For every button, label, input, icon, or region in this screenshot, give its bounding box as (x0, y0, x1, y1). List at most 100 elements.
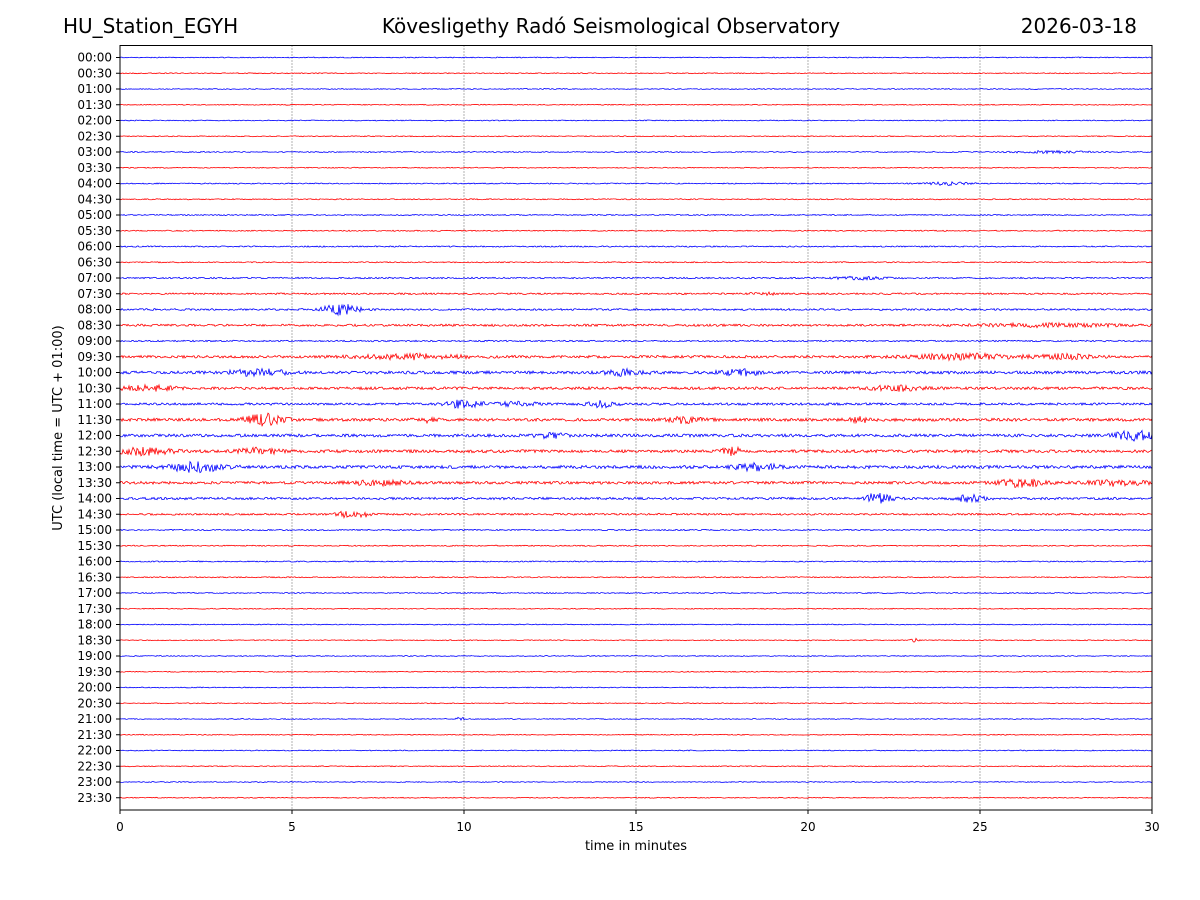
trace-07:00 (119, 275, 1153, 281)
trace-04:30 (119, 198, 1153, 201)
row-label-03:30: 03:30 (77, 161, 112, 175)
trace-03:30 (119, 166, 1153, 169)
row-label-16:30: 16:30 (77, 570, 112, 584)
row-label-12:00: 12:00 (77, 429, 112, 443)
row-label-17:00: 17:00 (77, 586, 112, 600)
row-label-11:30: 11:30 (77, 413, 112, 427)
row-label-19:00: 19:00 (77, 649, 112, 663)
trace-09:00 (119, 339, 1153, 343)
row-label-14:30: 14:30 (77, 507, 112, 521)
trace-20:30 (119, 702, 1153, 705)
trace-00:00 (119, 56, 1153, 59)
trace-23:30 (119, 796, 1153, 799)
row-label-10:30: 10:30 (77, 381, 112, 395)
x-tick-label-15: 15 (628, 820, 643, 834)
row-label-08:00: 08:00 (77, 303, 112, 317)
row-label-05:00: 05:00 (77, 208, 112, 222)
trace-11:00 (119, 399, 1153, 409)
row-label-06:30: 06:30 (77, 255, 112, 269)
row-label-07:30: 07:30 (77, 287, 112, 301)
trace-group (119, 56, 1153, 799)
x-tick-label-0: 0 (116, 820, 124, 834)
row-label-05:30: 05:30 (77, 224, 112, 238)
trace-10:30 (119, 383, 1153, 393)
row-label-11:00: 11:00 (77, 397, 112, 411)
row-label-22:30: 22:30 (77, 759, 112, 773)
trace-20:00 (119, 686, 1153, 689)
x-tick-label-5: 5 (288, 820, 296, 834)
trace-17:00 (119, 591, 1153, 595)
observatory-title: Kövesligethy Radó Seismological Observat… (381, 14, 841, 38)
grid-lines (291, 45, 981, 810)
trace-17:30 (120, 607, 1153, 610)
row-label-09:30: 09:30 (77, 350, 112, 364)
trace-14:30 (119, 510, 1153, 520)
trace-19:00 (119, 655, 1153, 657)
trace-14:00 (119, 493, 1153, 504)
row-label-12:30: 12:30 (77, 444, 112, 458)
row-label-23:00: 23:00 (77, 775, 112, 789)
trace-12:30 (119, 445, 1153, 457)
row-label-22:00: 22:00 (77, 744, 112, 758)
row-label-00:30: 00:30 (77, 66, 112, 80)
row-label-00:00: 00:00 (77, 51, 112, 65)
trace-18:30 (119, 637, 1153, 643)
row-label-04:30: 04:30 (77, 192, 112, 206)
row-label-13:30: 13:30 (77, 476, 112, 490)
trace-08:30 (119, 321, 1153, 329)
date-title: 2026-03-18 (1020, 14, 1137, 38)
row-label-04:00: 04:00 (77, 177, 112, 191)
trace-08:00 (119, 303, 1153, 317)
row-label-23:30: 23:30 (77, 791, 112, 805)
trace-23:00 (119, 781, 1153, 783)
row-label-18:00: 18:00 (77, 618, 112, 632)
row-label-08:30: 08:30 (77, 318, 112, 332)
trace-07:30 (119, 291, 1153, 297)
row-label-15:30: 15:30 (77, 539, 112, 553)
row-label-15:00: 15:00 (77, 523, 112, 537)
x-tick-label-30: 30 (1144, 820, 1159, 834)
trace-10:00 (119, 367, 1153, 378)
row-label-01:00: 01:00 (77, 82, 112, 96)
trace-16:30 (119, 576, 1153, 579)
row-label-10:00: 10:00 (77, 366, 112, 380)
trace-02:00 (119, 119, 1153, 122)
trace-12:00 (119, 429, 1153, 442)
trace-22:00 (119, 749, 1153, 752)
row-label-17:30: 17:30 (77, 602, 112, 616)
trace-19:30 (119, 670, 1153, 673)
trace-06:00 (119, 245, 1153, 248)
row-label-07:00: 07:00 (77, 271, 112, 285)
trace-13:00 (119, 460, 1153, 474)
station-title: HU_Station_EGYH (63, 14, 239, 38)
x-tick-label-25: 25 (972, 820, 987, 834)
trace-18:00 (119, 623, 1153, 626)
trace-03:00 (119, 149, 1153, 155)
row-label-19:30: 19:30 (77, 665, 112, 679)
trace-01:30 (119, 103, 1153, 106)
trace-05:00 (119, 213, 1153, 217)
row-label-06:00: 06:00 (77, 240, 112, 254)
trace-21:30 (119, 733, 1153, 736)
trace-21:00 (119, 716, 1153, 721)
trace-22:30 (119, 765, 1153, 768)
row-label-20:00: 20:00 (77, 681, 112, 695)
row-label-03:00: 03:00 (77, 145, 112, 159)
trace-02:30 (119, 135, 1153, 138)
row-label-20:30: 20:30 (77, 696, 112, 710)
y-axis-label: UTC (local time = UTC + 01:00) (51, 325, 66, 530)
x-axis-label: time in minutes (585, 839, 687, 854)
x-axis: 0 5 10 15 20 25 30 (116, 810, 1160, 834)
row-label-14:00: 14:00 (77, 492, 112, 506)
trace-16:00 (119, 560, 1153, 563)
trace-09:30 (119, 351, 1153, 362)
trace-06:30 (119, 261, 1153, 264)
trace-05:30 (119, 229, 1153, 232)
row-label-02:30: 02:30 (77, 129, 112, 143)
trace-11:30 (119, 412, 1153, 427)
row-label-21:30: 21:30 (77, 728, 112, 742)
trace-15:00 (119, 528, 1153, 532)
trace-00:30 (119, 72, 1153, 75)
